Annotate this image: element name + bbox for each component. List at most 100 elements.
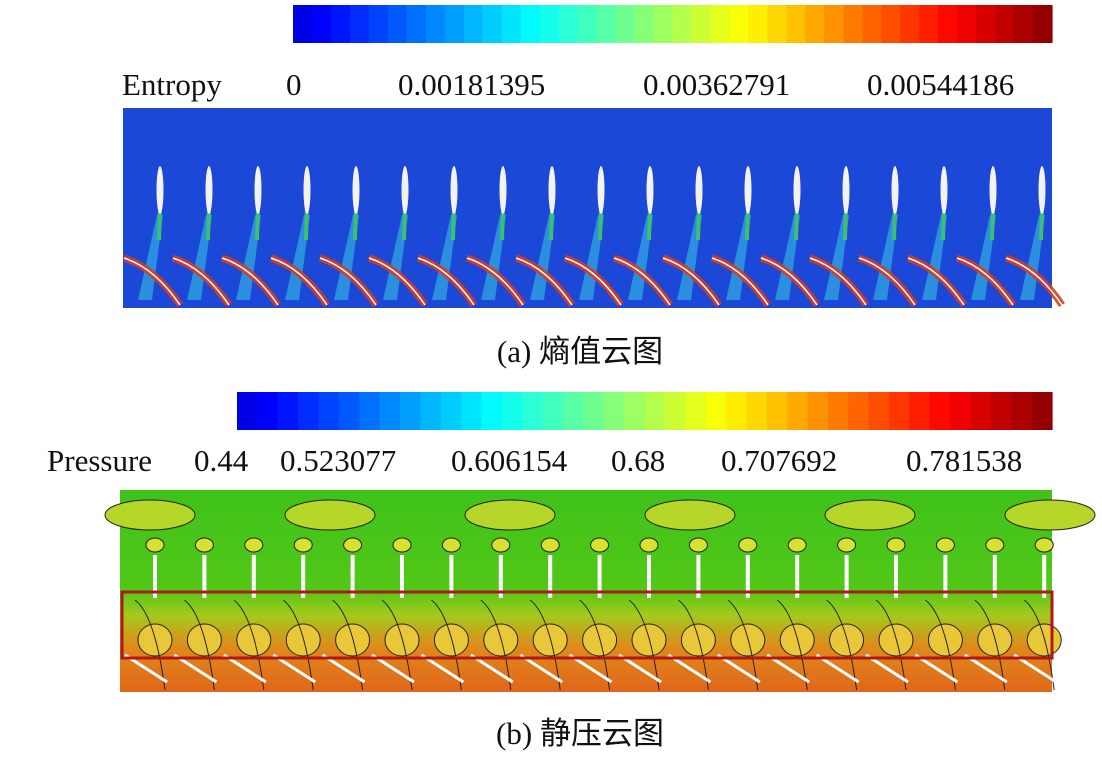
colorbar-band bbox=[577, 5, 598, 43]
colorbar-band bbox=[338, 392, 360, 430]
contour-blob bbox=[284, 499, 376, 531]
colorbar-label: Pressure bbox=[47, 443, 152, 478]
streak bbox=[466, 257, 524, 306]
wake bbox=[696, 205, 701, 240]
colorbar-band bbox=[563, 392, 584, 430]
contour-line bbox=[875, 599, 907, 691]
contour-line bbox=[381, 599, 413, 691]
colorbar-tick: 0.606154 bbox=[451, 443, 568, 478]
colorbar-band bbox=[705, 392, 727, 430]
entropy-contour bbox=[122, 108, 1065, 308]
colorbar-tick: 0.781538 bbox=[906, 443, 1022, 478]
streak bbox=[319, 257, 377, 306]
contour-blob bbox=[293, 537, 313, 553]
wake bbox=[598, 205, 603, 240]
wake bbox=[1020, 215, 1045, 300]
wake bbox=[157, 205, 162, 240]
wake bbox=[187, 215, 212, 300]
colorbar-band bbox=[463, 5, 484, 43]
streak bbox=[711, 257, 769, 306]
blade bbox=[401, 166, 409, 214]
contour-blob bbox=[145, 537, 165, 553]
colorbar bbox=[237, 392, 1053, 430]
colorbar-band bbox=[440, 392, 462, 430]
colorbar-band bbox=[827, 392, 849, 430]
colorbar-band bbox=[481, 392, 503, 430]
contour-blob bbox=[441, 537, 461, 553]
contour-line bbox=[233, 599, 265, 691]
colorbar-band bbox=[583, 392, 605, 430]
wake bbox=[236, 215, 261, 300]
contour-blob bbox=[590, 537, 610, 553]
blade bbox=[989, 166, 997, 214]
colorbar-label: Entropy bbox=[122, 67, 222, 102]
blade bbox=[1038, 166, 1046, 214]
wake bbox=[481, 215, 506, 300]
colorbar-band bbox=[691, 5, 712, 43]
colorbar-band bbox=[542, 392, 564, 430]
blade bbox=[548, 166, 556, 214]
caption: (b) 静压云图 bbox=[496, 716, 664, 751]
blade bbox=[156, 166, 164, 214]
colorbar-band bbox=[970, 392, 992, 430]
contour-blob bbox=[244, 537, 264, 553]
streak bbox=[858, 257, 916, 306]
colorbar-band bbox=[729, 5, 749, 43]
colorbar-band bbox=[425, 5, 446, 43]
colorbar-band bbox=[929, 392, 951, 430]
contour-line bbox=[480, 599, 512, 691]
wake bbox=[579, 215, 604, 300]
wake bbox=[775, 215, 800, 300]
wake bbox=[941, 205, 946, 240]
blade bbox=[499, 166, 507, 214]
wake bbox=[255, 205, 260, 240]
colorbar-band bbox=[1011, 392, 1033, 430]
wake bbox=[334, 215, 359, 300]
colorbar-band bbox=[672, 5, 693, 43]
wake bbox=[971, 215, 996, 300]
streak bbox=[809, 257, 867, 306]
colorbar-tick: 0.68 bbox=[611, 443, 665, 478]
wake bbox=[285, 215, 310, 300]
wake bbox=[500, 205, 505, 240]
colorbar-band bbox=[807, 392, 829, 430]
wake bbox=[843, 205, 848, 240]
colorbar-band bbox=[990, 392, 1012, 430]
contour-blob bbox=[738, 537, 758, 553]
colorbar-band bbox=[349, 5, 370, 43]
wake bbox=[990, 205, 995, 240]
colorbar-band bbox=[520, 5, 541, 43]
contour-blob bbox=[935, 537, 955, 553]
wake bbox=[628, 215, 653, 300]
colorbar-band bbox=[909, 392, 931, 430]
colorbar-band bbox=[843, 5, 863, 43]
contour-blob bbox=[491, 537, 511, 553]
contour-blob bbox=[540, 537, 560, 553]
contour-line bbox=[529, 599, 561, 691]
colorbar-tick: 0.00181395 bbox=[398, 67, 545, 102]
colorbar-band bbox=[746, 392, 768, 430]
wake bbox=[745, 205, 750, 240]
colorbar-band bbox=[379, 392, 401, 430]
contour-blob bbox=[824, 499, 916, 531]
contour-line bbox=[727, 599, 759, 691]
colorbar-band bbox=[900, 5, 920, 43]
colorbar-band bbox=[237, 392, 258, 430]
blade bbox=[646, 166, 654, 214]
colorbar-band bbox=[805, 5, 825, 43]
blade bbox=[205, 166, 213, 214]
wake bbox=[824, 215, 849, 300]
wake bbox=[794, 205, 799, 240]
colorbar-band bbox=[368, 5, 389, 43]
contour-line bbox=[579, 599, 611, 691]
blade bbox=[450, 166, 458, 214]
contour-blob bbox=[837, 537, 857, 553]
colorbar-band bbox=[461, 392, 483, 430]
blade bbox=[254, 166, 262, 214]
contour-blob bbox=[886, 537, 906, 553]
blade bbox=[744, 166, 752, 214]
colorbar-band bbox=[868, 392, 890, 430]
blade bbox=[891, 166, 899, 214]
colorbar-band bbox=[726, 392, 747, 430]
colorbar-band bbox=[298, 392, 320, 430]
